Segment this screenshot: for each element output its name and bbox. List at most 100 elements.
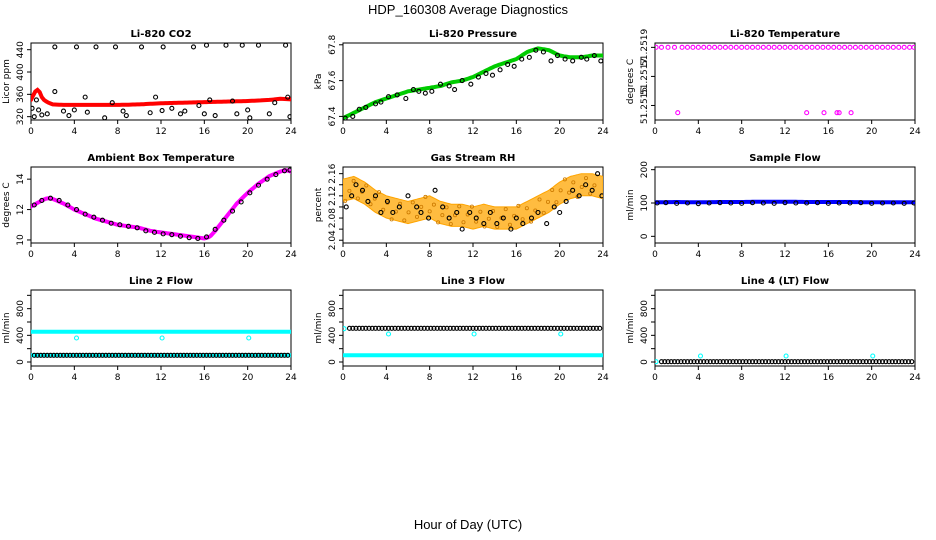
data-point [558, 188, 563, 193]
data-point [82, 94, 88, 100]
data-point [390, 209, 396, 216]
data-point [712, 44, 718, 50]
data-point [287, 167, 291, 173]
y-tick-label: 2.12 [328, 186, 338, 206]
data-point [392, 325, 398, 331]
data-point [902, 359, 908, 365]
data-point [65, 202, 71, 208]
data-point [787, 44, 793, 50]
data-point [437, 325, 444, 331]
x-tick-label: 8 [739, 373, 745, 383]
data-point [820, 44, 826, 50]
data-point [229, 352, 236, 358]
data-point [471, 331, 477, 337]
data-point [684, 44, 691, 50]
data-point [169, 232, 175, 238]
x-tick-label: 4 [383, 250, 389, 260]
x-tick-label: 24 [909, 250, 921, 260]
x-tick-label: 8 [427, 373, 433, 383]
data-point [255, 43, 262, 48]
plot-area [655, 353, 915, 365]
data-point [454, 209, 460, 216]
data-point [688, 359, 694, 365]
data-point [744, 44, 750, 50]
x-tick-label: 0 [652, 127, 658, 137]
y-axis-title: Licor ppm [2, 59, 12, 104]
data-point [41, 352, 47, 358]
y-axis-title: ml/min [626, 312, 636, 343]
data-point [562, 177, 567, 182]
data-point [109, 100, 115, 106]
data-point [454, 325, 460, 331]
data-point [554, 200, 559, 205]
data-point [264, 176, 270, 182]
x-tick-label: 20 [866, 127, 878, 137]
data-point [681, 359, 687, 365]
data-point [834, 110, 840, 116]
data-point [245, 107, 251, 113]
x-tick-label: 8 [739, 250, 745, 260]
data-point [86, 352, 93, 358]
data-point [385, 325, 392, 331]
data-point [31, 202, 37, 208]
data-point [588, 191, 593, 196]
data-point [403, 95, 409, 102]
y-axis-title: ml/min [626, 189, 636, 220]
data-point [255, 182, 262, 188]
y-axis-title: kPa [314, 74, 324, 90]
data-point [414, 214, 419, 219]
data-point [836, 110, 842, 116]
data-point [836, 200, 842, 206]
data-point [44, 352, 50, 358]
data-point [890, 200, 896, 206]
data-point [827, 359, 834, 365]
data-point [762, 359, 769, 365]
data-point [486, 325, 492, 331]
x-tick-label: 4 [383, 373, 389, 383]
data-point [678, 359, 684, 365]
data-point [447, 325, 453, 331]
data-point [223, 43, 229, 48]
data-point [405, 325, 411, 331]
data-point [200, 352, 206, 358]
y-tick-label: 800 [640, 300, 650, 317]
data-point [255, 352, 262, 358]
data-point [366, 325, 372, 331]
series-4 [31, 352, 291, 358]
x-tick-label: 0 [28, 373, 34, 383]
data-point [475, 74, 481, 80]
data-point [281, 168, 288, 174]
data-point [459, 226, 465, 232]
data-point [410, 87, 416, 93]
data-point [528, 325, 535, 331]
data-point [174, 352, 180, 358]
series-2 [31, 43, 291, 120]
data-point [519, 56, 525, 62]
data-point [418, 209, 424, 216]
data-point [385, 331, 392, 337]
data-point [452, 87, 458, 93]
y-tick-label: 51.2515 [640, 87, 650, 124]
data-point [720, 359, 726, 365]
data-point [203, 43, 210, 48]
panel-title: Line 4 (LT) Flow [741, 276, 829, 287]
data-point [512, 325, 518, 331]
data-point [422, 90, 428, 96]
data-point [378, 99, 384, 105]
data-point [746, 359, 752, 365]
data-point [213, 352, 219, 358]
data-point [701, 359, 707, 365]
data-point [533, 47, 539, 53]
data-point [432, 187, 438, 193]
data-point [879, 200, 886, 206]
data-point [143, 228, 149, 234]
y-tick-label: 10 [16, 234, 26, 246]
y-tick-label: 67.4 [328, 106, 338, 126]
panel-5: Gas Stream RH percent 0 4 8 12 16 20 24 2.04 2.08 2… [314, 153, 609, 260]
data-point [756, 359, 762, 365]
data-point [268, 352, 275, 358]
data-point [538, 325, 544, 331]
data-point [171, 352, 177, 358]
x-tick-label: 12 [467, 127, 478, 137]
data-point [436, 220, 441, 225]
